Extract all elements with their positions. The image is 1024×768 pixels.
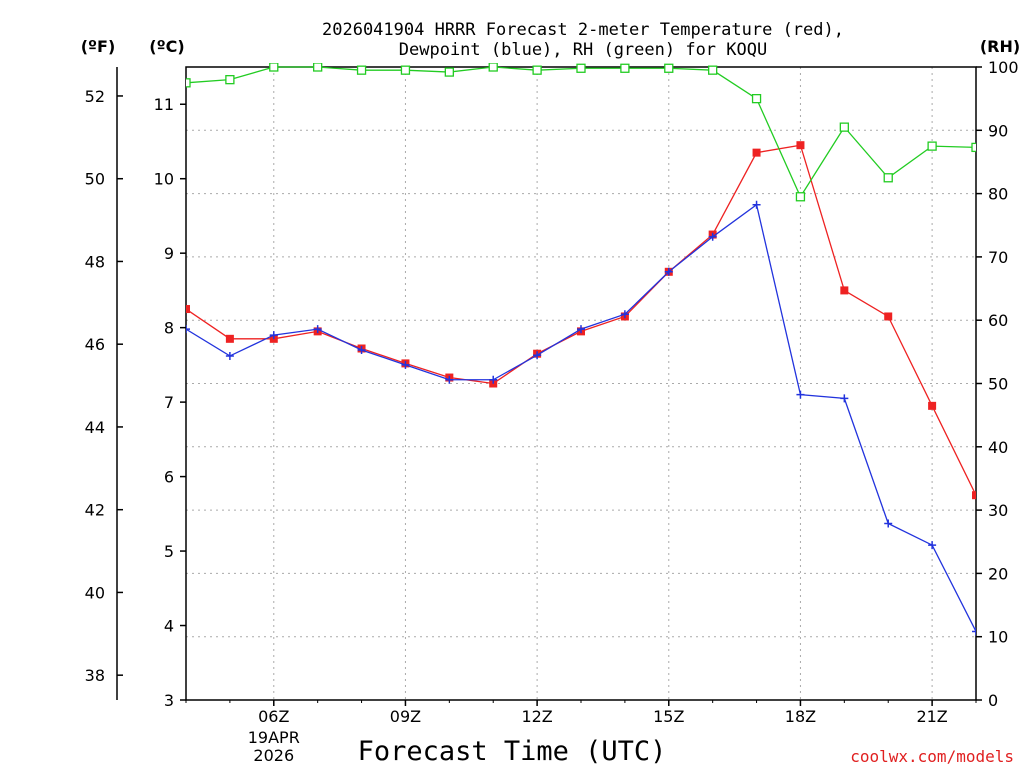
- fahrenheit-tick-label: 52: [85, 87, 105, 106]
- dewpoint-point: [269, 331, 278, 340]
- rh-point: [225, 75, 235, 85]
- grid-lines: [186, 67, 976, 700]
- dewpoint-point: [225, 351, 234, 360]
- dewpoint-point: [796, 390, 805, 399]
- dewpoint-point: [708, 232, 717, 241]
- dewpoint-point: [620, 310, 629, 319]
- rh-point: [444, 67, 454, 77]
- fahrenheit-tick-label: 50: [85, 170, 105, 189]
- fahrenheit-tick-label: 42: [85, 501, 105, 520]
- rh-tick-label: 70: [988, 248, 1008, 267]
- date-label-month: 19APR: [248, 728, 300, 747]
- rh-point: [186, 78, 191, 88]
- rh-point: [313, 63, 323, 72]
- dewpoint-point: [489, 375, 498, 384]
- rh-tick-label: 40: [988, 438, 1008, 457]
- dewpoint-point: [401, 360, 410, 369]
- rh-tick-label: 0: [988, 691, 998, 710]
- dewpoint-point: [577, 325, 585, 334]
- rh-point: [488, 63, 498, 72]
- rh-point: [664, 63, 674, 73]
- rh-point: [400, 65, 411, 75]
- x-axis-title: Forecast Time (UTC): [358, 736, 667, 767]
- rh-tick-label: 60: [988, 311, 1008, 330]
- dewpoint-point: [928, 541, 937, 550]
- fahrenheit-tick-label: 44: [85, 418, 105, 437]
- dewpoint-point: [884, 519, 893, 528]
- dewpoint-point: [840, 394, 849, 403]
- axes: 3 4 5 6 7 8 9 10 11 38 40 42 44 46 48 50 52 0 10 20 30 40 50 60…: [85, 58, 1019, 726]
- celsius-tick-label: 7: [164, 393, 174, 412]
- temperature-point: [884, 312, 893, 321]
- dewpoint-point: [186, 325, 190, 334]
- rh-point: [971, 142, 976, 153]
- chart-title-line1: 2026041904 HRRR Forecast 2-meter Tempera…: [322, 20, 844, 40]
- dewpoint-line: [186, 203, 976, 632]
- rh-tick-label: 80: [988, 185, 1008, 204]
- rh-point: [269, 63, 279, 72]
- rh-point: [839, 122, 849, 132]
- celsius-tick-label: 11: [154, 95, 174, 114]
- rh-point: [576, 63, 586, 73]
- fahrenheit-tick-label: 46: [85, 335, 105, 354]
- temperature-point: [752, 148, 761, 157]
- temperature-point: [186, 305, 190, 314]
- x-tick-label: 12Z: [521, 707, 552, 726]
- rh-point: [883, 173, 893, 183]
- temperature-point: [840, 286, 849, 295]
- series-dewpoint: [186, 200, 976, 636]
- rh-tick-label: 50: [988, 375, 1008, 394]
- x-tick-label: 18Z: [785, 707, 816, 726]
- celsius-tick-label: 10: [154, 170, 174, 189]
- dewpoint-point: [445, 375, 454, 384]
- rh-point: [532, 65, 542, 75]
- dewpoint-point: [533, 351, 542, 360]
- temperature-point: [225, 334, 234, 343]
- rh-tick-label: 10: [988, 628, 1008, 647]
- rh-point: [708, 65, 718, 75]
- rh-point: [620, 63, 630, 73]
- rh-unit-label: (RH): [980, 37, 1020, 56]
- dewpoint-point: [357, 345, 366, 354]
- fahrenheit-tick-label: 38: [85, 666, 105, 685]
- fahrenheit-unit-label: (ºF): [81, 37, 116, 56]
- rh-point: [356, 65, 367, 75]
- fahrenheit-tick-label: 48: [85, 252, 105, 271]
- dewpoint-point: [664, 267, 673, 276]
- rh-tick-label: 90: [988, 121, 1008, 140]
- x-tick-label: 09Z: [390, 707, 421, 726]
- celsius-tick-label: 8: [164, 319, 174, 338]
- temperature-point: [796, 141, 805, 150]
- rh-line: [186, 66, 976, 199]
- celsius-unit-label: (ºC): [149, 37, 184, 56]
- dewpoint-point: [752, 200, 761, 209]
- rh-point: [795, 192, 806, 202]
- x-tick-label: 21Z: [916, 707, 947, 726]
- celsius-tick-label: 5: [164, 542, 174, 561]
- date-label-year: 2026: [253, 746, 294, 765]
- temperature-line: [186, 144, 976, 496]
- celsius-tick-label: 3: [164, 691, 174, 710]
- rh-point: [751, 94, 762, 104]
- temperature-point: [928, 401, 937, 410]
- x-tick-label: 15Z: [653, 707, 684, 726]
- rh-point: [927, 141, 937, 151]
- plot-frame: [185, 66, 977, 701]
- fahrenheit-tick-label: 40: [85, 583, 105, 602]
- x-tick-label: 06Z: [258, 707, 289, 726]
- dewpoint-point: [972, 627, 976, 636]
- rh-tick-label: 100: [988, 58, 1019, 77]
- data-series: [186, 63, 976, 636]
- chart-title-line2: Dewpoint (blue), RH (green) for KOQU: [399, 40, 767, 60]
- series-rh: [186, 63, 976, 202]
- rh-tick-label: 20: [988, 564, 1008, 583]
- celsius-tick-label: 9: [164, 244, 174, 263]
- celsius-tick-label: 6: [164, 468, 174, 487]
- credit-label: coolwx.com/models: [850, 747, 1014, 766]
- temperature-point: [972, 491, 976, 500]
- rh-tick-label: 30: [988, 501, 1008, 520]
- dewpoint-point: [313, 325, 322, 334]
- celsius-tick-label: 4: [164, 617, 174, 636]
